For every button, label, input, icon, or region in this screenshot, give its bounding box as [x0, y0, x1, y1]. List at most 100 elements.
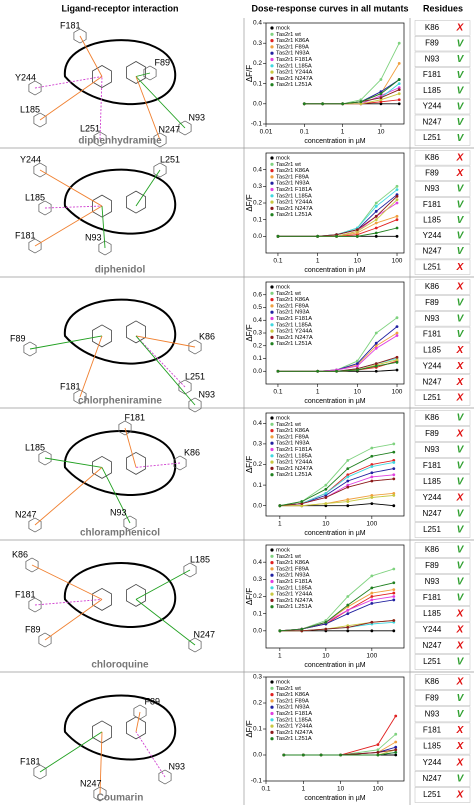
residue-effect: X	[456, 262, 465, 273]
data-point	[395, 184, 399, 188]
data-point	[395, 358, 399, 362]
x-axis-label: concentration in µM	[304, 530, 365, 537]
residue-label: N93	[110, 507, 127, 517]
data-point	[395, 226, 399, 230]
data-point	[392, 591, 396, 595]
legend-label: Tas2r1 F89A	[276, 303, 309, 309]
residue-label: L185	[190, 554, 210, 564]
residue-name: L185	[423, 609, 441, 618]
interaction-line	[34, 205, 103, 247]
residue-effect: X	[456, 282, 465, 293]
y-tick-label: 0.0	[253, 752, 262, 759]
legend-label: Tas2r1 F89A	[276, 566, 309, 572]
residue-effect: V	[457, 561, 465, 572]
y-tick-label: 0.1	[253, 80, 262, 87]
residue-name: F89	[425, 693, 439, 702]
legend-label: Tas2r1 L185A	[276, 453, 312, 459]
y-tick-label: 0.1	[253, 726, 262, 733]
legend-label: Tas2r1 Y244A	[276, 592, 312, 598]
residue-label: F89	[154, 57, 170, 67]
residue-cell	[414, 474, 471, 490]
data-point	[397, 98, 401, 102]
legend-swatch	[270, 39, 274, 43]
legend-swatch	[270, 724, 274, 728]
data-point	[392, 595, 396, 598]
series-line	[279, 582, 394, 632]
residue-name: N247	[422, 774, 442, 783]
legend-swatch	[270, 175, 274, 179]
y-tick-label: 0.2	[253, 461, 262, 468]
data-point	[346, 626, 350, 629]
binding-pocket	[63, 430, 177, 496]
data-point	[397, 88, 401, 92]
data-point	[374, 331, 378, 335]
residue-ring	[28, 80, 42, 96]
residue-cell	[414, 67, 471, 83]
interaction-line	[135, 72, 151, 77]
data-point	[359, 100, 363, 104]
legend-swatch	[270, 298, 274, 302]
y-tick-label: 0.1	[253, 355, 262, 362]
residue-effect: V	[457, 329, 465, 340]
residue-cell	[414, 244, 471, 260]
residue-effect: V	[457, 215, 465, 226]
residue-cell	[414, 99, 471, 115]
residue-effect: V	[457, 231, 465, 242]
residue-label: L251	[160, 154, 180, 164]
residue-label: L251	[185, 371, 205, 381]
residue-ring	[93, 786, 107, 802]
series-line	[279, 620, 394, 632]
x-tick-label: 10	[337, 786, 345, 793]
x-tick-label: 0.01	[260, 129, 273, 136]
data-point	[395, 198, 399, 202]
ligand-name: Coumarin	[97, 793, 144, 804]
legend-label: Tas2r1 wt	[276, 686, 301, 692]
interaction-line	[135, 76, 186, 129]
legend-label: Tas2r1 wt	[276, 291, 301, 297]
y-tick-label: 0.0	[253, 368, 262, 375]
data-point	[374, 341, 378, 345]
residue-ring	[143, 65, 157, 81]
residue-name: Y244	[423, 231, 442, 240]
data-point	[376, 751, 380, 754]
residue-ring	[28, 517, 42, 533]
residue-name: F181	[423, 70, 442, 79]
x-tick-label: 1	[316, 389, 320, 396]
data-point	[346, 467, 350, 471]
data-point	[276, 234, 280, 238]
y-tick-label: 0.1	[253, 482, 262, 489]
data-point	[392, 477, 396, 481]
series-line	[277, 215, 398, 237]
data-point	[370, 601, 374, 605]
y-tick-label: 0.4	[253, 20, 262, 27]
legend-label: Tas2r1 N93A	[276, 441, 310, 447]
legend-label: Tas2r1 K86A	[276, 38, 309, 44]
residue-ring	[38, 632, 52, 648]
data-point	[379, 78, 383, 81]
y-tick-label: 0.0	[253, 502, 262, 509]
legend-swatch	[270, 291, 274, 295]
legend-label: Tas2r1 F89A	[276, 698, 309, 704]
data-point	[379, 98, 383, 102]
interaction-line	[135, 462, 181, 468]
residue-label: K86	[184, 447, 200, 457]
residue-cell	[414, 771, 471, 787]
residue-ring	[38, 450, 52, 466]
residue-cell	[414, 558, 471, 574]
legend-swatch	[270, 32, 274, 36]
y-tick-label: 0.2	[253, 200, 262, 207]
residue-cell	[414, 279, 471, 295]
legend-swatch	[270, 76, 274, 80]
residue-name: L251	[423, 133, 441, 142]
legend-swatch	[270, 548, 274, 552]
x-tick-label: 1	[316, 258, 320, 265]
x-axis-label: concentration in µM	[304, 267, 365, 274]
data-point	[346, 483, 350, 487]
residue-effect: V	[457, 86, 465, 97]
y-tick-label: -0.1	[251, 778, 263, 785]
residue-ring	[188, 339, 202, 355]
data-point	[319, 753, 323, 757]
legend-label: Tas2r1 N247A	[276, 206, 313, 212]
x-tick-label: 10	[354, 389, 362, 396]
residue-effect: V	[457, 199, 465, 210]
